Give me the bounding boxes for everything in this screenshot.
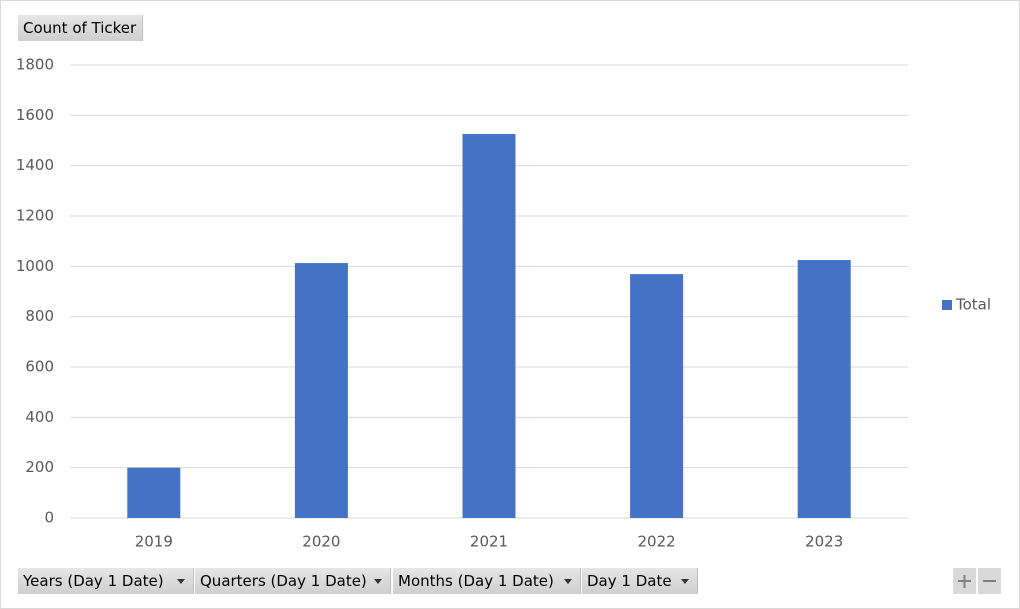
y-tick-label: 1200 <box>16 207 54 225</box>
y-tick-label: 200 <box>25 458 54 476</box>
axis-field-button[interactable]: Months (Day 1 Date) <box>393 568 581 594</box>
zoom-buttons[interactable] <box>953 568 1001 594</box>
legend-swatch <box>942 300 952 310</box>
axis-field-button[interactable]: Years (Day 1 Date) <box>18 568 194 594</box>
axis-field-button[interactable]: Quarters (Day 1 Date) <box>195 568 391 594</box>
y-tick-label: 400 <box>25 408 54 426</box>
axis-field-button[interactable]: Day 1 Date <box>582 568 698 594</box>
dropdown-arrow <box>177 579 185 584</box>
y-tick-label: 1800 <box>16 56 54 74</box>
axis-field-label: Years (Day 1 Date) <box>23 572 164 590</box>
x-tick-label: 2021 <box>470 533 508 551</box>
x-tick-label: 2022 <box>638 533 676 551</box>
legend-label: Total <box>955 296 991 314</box>
dropdown-arrow <box>564 579 572 584</box>
y-tick-label: 0 <box>44 509 54 527</box>
bar <box>294 263 348 518</box>
y-tick-label: 1000 <box>16 257 54 275</box>
bar <box>127 467 181 518</box>
bar <box>462 133 516 518</box>
value-field-button[interactable]: Count of Ticker <box>18 15 143 41</box>
y-tick-label: 1600 <box>16 106 54 124</box>
axis-field-label: Day 1 Date <box>587 572 672 590</box>
bar <box>630 274 684 518</box>
x-tick-label: 2020 <box>302 533 340 551</box>
bar <box>797 260 851 518</box>
dropdown-arrow <box>374 579 382 584</box>
y-tick-label: 1400 <box>16 156 54 174</box>
x-tick-label: 2019 <box>135 533 173 551</box>
axis-field-label: Quarters (Day 1 Date) <box>200 572 367 590</box>
x-tick-label: 2023 <box>805 533 843 551</box>
dropdown-arrow <box>681 579 689 584</box>
y-tick-label: 600 <box>25 358 54 376</box>
y-tick-label: 800 <box>25 307 54 325</box>
axis-field-label: Months (Day 1 Date) <box>398 572 554 590</box>
